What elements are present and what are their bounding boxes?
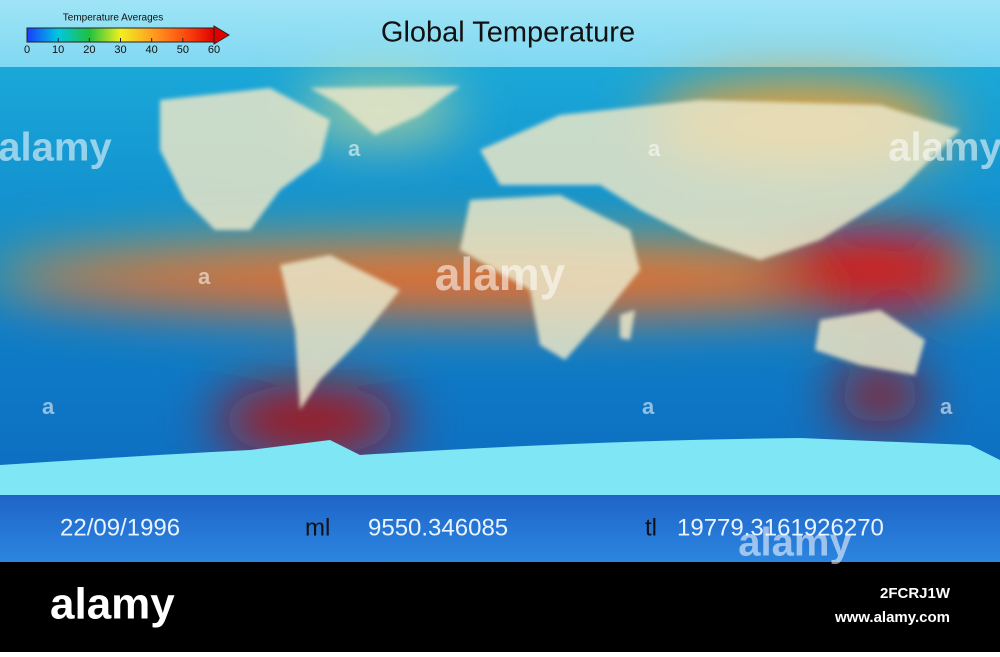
- footer: [0, 562, 1000, 652]
- watermark: a: [198, 264, 211, 289]
- watermark: alamy: [738, 521, 852, 565]
- colorbar-tick-label: 30: [114, 44, 126, 56]
- title: Global Temperature: [381, 17, 635, 49]
- image-id: 2FCRJ1W: [880, 585, 951, 602]
- watermarks: alamy alamy alamy alamy a a a a a a: [0, 126, 1000, 565]
- brand-logo: alamy: [50, 580, 175, 629]
- colorbar-tick-label: 60: [208, 44, 220, 56]
- colorbar-tick-label: 0: [24, 44, 30, 56]
- colorbar-tick-label: 20: [83, 44, 95, 56]
- watermark: a: [348, 136, 361, 161]
- watermark: a: [648, 136, 661, 161]
- tl-label: tl: [645, 514, 657, 541]
- watermark: a: [42, 394, 55, 419]
- site-url: www.alamy.com: [834, 609, 950, 626]
- ml-label: ml: [305, 514, 330, 541]
- legend-title: Temperature Averages: [63, 13, 163, 24]
- colorbar-tick-label: 50: [177, 44, 189, 56]
- watermark: alamy: [435, 248, 566, 300]
- ml-value: 9550.346085: [368, 514, 508, 541]
- colorbar-tick-label: 10: [52, 44, 64, 56]
- colorbar-tick-label: 40: [146, 44, 158, 56]
- watermark: alamy: [888, 126, 1000, 170]
- watermark: alamy: [0, 126, 112, 170]
- watermark: a: [642, 394, 655, 419]
- colorbar-arrow: [213, 25, 230, 45]
- status-bar: [0, 495, 1000, 562]
- antarctica: [0, 438, 1000, 495]
- legend: 0 10 20 30 40 50 60: [24, 25, 230, 56]
- watermark: a: [940, 394, 953, 419]
- date: 22/09/1996: [60, 514, 180, 541]
- tl-value: 19779.3161926270: [677, 514, 884, 541]
- continents: [160, 86, 960, 410]
